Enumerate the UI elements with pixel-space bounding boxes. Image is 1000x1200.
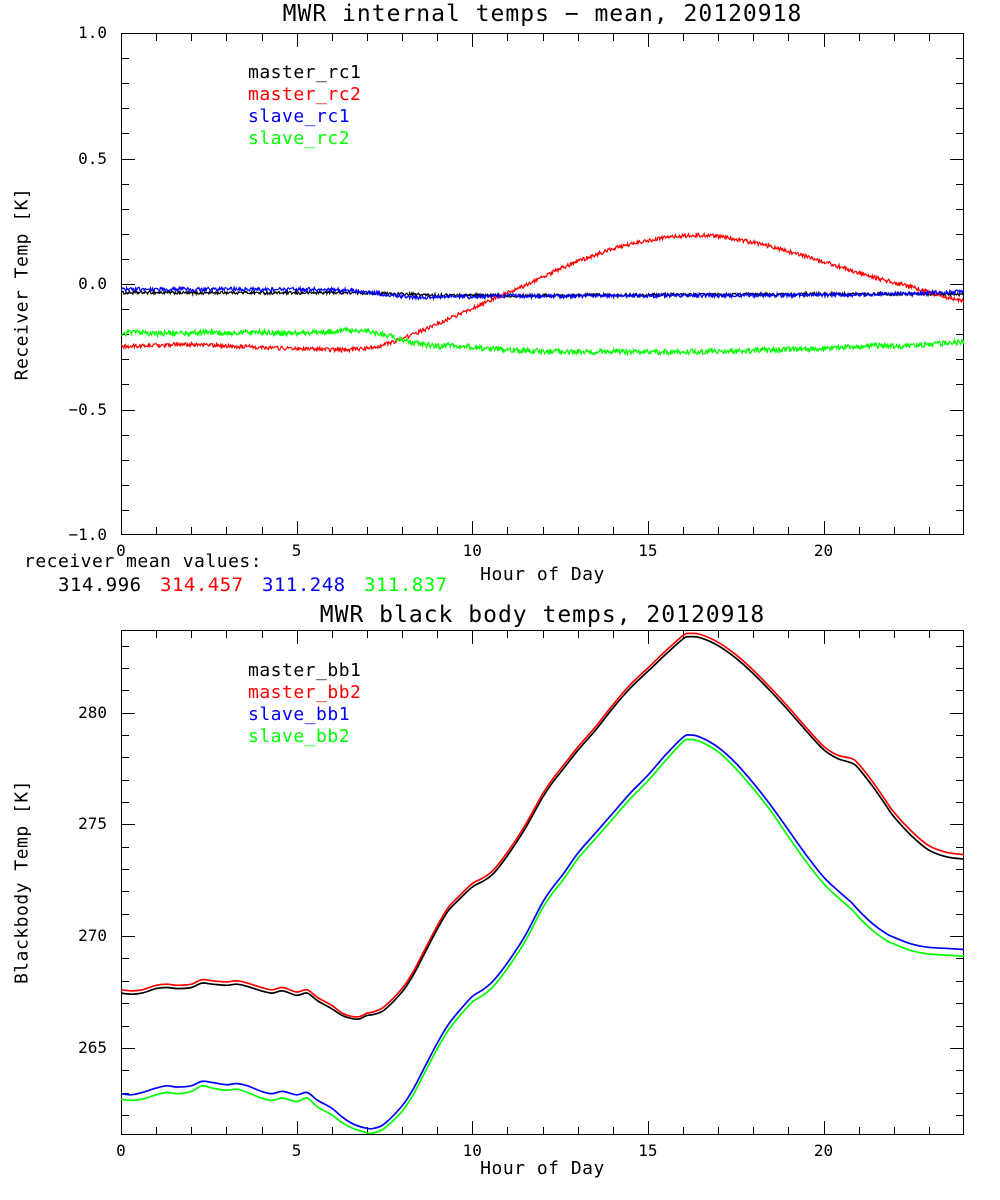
y-tick-label: 270 [78, 926, 107, 946]
mean-value-slave-rc2: 311.837 [364, 574, 448, 596]
x-tick-label: 15 [638, 1141, 658, 1160]
y-tick-label: 275 [78, 814, 107, 834]
y-tick-label: 280 [78, 702, 107, 722]
bottom-chart-x-axis-label: Hour of Day [480, 1158, 605, 1179]
bottom-chart-title: MWR black body temps, 20120918 [319, 602, 766, 628]
mean-value-master-rc2: 314.457 [160, 574, 244, 596]
series-master_bb1 [121, 635, 964, 1021]
legend-entry-slave-bb2: slave_bb2 [248, 726, 351, 747]
top-chart-title: MWR internal temps − mean, 20120918 [282, 1, 803, 27]
top-chart-x-axis-label: Hour of Day [480, 564, 605, 585]
bottom-chart-legend: master_bb1 master_bb2 slave_bb1 slave_bb… [248, 660, 361, 748]
axes [121, 630, 964, 1135]
legend-entry-slave-bb1: slave_bb1 [248, 704, 351, 725]
x-tick-label: 0 [116, 1141, 126, 1160]
legend-entry-master-rc2: master_rc2 [248, 84, 362, 105]
series-master_bb2 [121, 632, 964, 1018]
x-tick-label: 15 [638, 541, 658, 560]
series-slave_rc2 [121, 325, 964, 357]
mean-value-slave-rc1: 311.248 [262, 574, 346, 596]
legend-entry-slave-rc2: slave_rc2 [248, 128, 351, 149]
receiver-mean-values-label: receiver mean values: [24, 551, 263, 572]
x-tick-label: 20 [813, 541, 834, 560]
tick-marks [121, 33, 964, 535]
axes [121, 33, 964, 535]
mean-value-master-rc1: 314.996 [58, 574, 142, 596]
series-slave_bb1 [121, 733, 964, 1130]
x-tick-label: 10 [462, 541, 482, 560]
x-tick-label: 5 [291, 1141, 302, 1160]
y-tick-label: −1.0 [68, 525, 107, 544]
top-chart-y-axis-label: Receiver Temp [K] [11, 187, 33, 381]
legend-entry-slave-rc1: slave_rc1 [248, 106, 351, 127]
x-tick-label: 10 [462, 1141, 482, 1160]
y-tick-label: −0.5 [68, 399, 107, 419]
series-slave_bb2 [121, 738, 964, 1135]
top-chart-plot-area [121, 33, 964, 535]
x-tick-label: 0 [116, 541, 126, 560]
series-slave_rc1 [121, 284, 964, 302]
x-tick-label: 20 [813, 1141, 834, 1160]
top-chart-legend: master_rc1 master_rc2 slave_rc1 slave_rc… [248, 62, 361, 150]
legend-entry-master-bb2: master_bb2 [248, 682, 362, 703]
legend-entry-master-rc1: master_rc1 [248, 62, 362, 83]
y-tick-label: 0.0 [78, 274, 107, 293]
series-master_rc2 [121, 231, 964, 354]
legend-entry-master-bb1: master_bb1 [248, 660, 362, 681]
y-tick-label: 1.0 [78, 23, 107, 42]
x-tick-label: 5 [291, 541, 302, 560]
bottom-chart-y-axis-label: Blackbody Temp [K] [11, 779, 33, 985]
y-tick-label: 0.5 [78, 148, 107, 168]
bottom-chart-plot-area [121, 630, 964, 1135]
y-tick-label: 265 [78, 1037, 107, 1057]
